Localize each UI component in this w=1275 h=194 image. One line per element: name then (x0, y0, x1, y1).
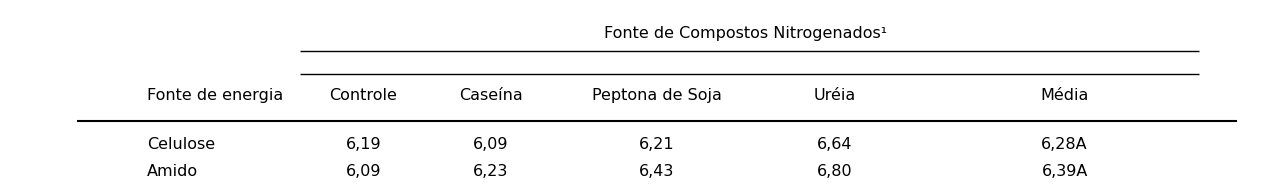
Text: 6,43: 6,43 (639, 164, 674, 179)
Text: 6,28A: 6,28A (1042, 137, 1088, 152)
Text: Caseína: Caseína (459, 87, 523, 103)
Text: Amido: Amido (147, 164, 198, 179)
Text: Uréia: Uréia (813, 87, 857, 103)
Text: 6,19: 6,19 (346, 137, 381, 152)
Text: 6,21: 6,21 (639, 137, 674, 152)
Text: Média: Média (1040, 87, 1089, 103)
Text: Peptona de Soja: Peptona de Soja (592, 87, 722, 103)
Text: Fonte de energia: Fonte de energia (147, 87, 283, 103)
Text: 6,23: 6,23 (473, 164, 509, 179)
Text: 6,09: 6,09 (473, 137, 509, 152)
Text: Controle: Controle (329, 87, 398, 103)
Text: 6,39A: 6,39A (1042, 164, 1088, 179)
Text: 6,09: 6,09 (346, 164, 381, 179)
Text: Celulose: Celulose (147, 137, 214, 152)
Text: 6,64: 6,64 (817, 137, 853, 152)
Text: 6,80: 6,80 (817, 164, 853, 179)
Text: Fonte de Compostos Nitrogenados¹: Fonte de Compostos Nitrogenados¹ (604, 26, 887, 42)
